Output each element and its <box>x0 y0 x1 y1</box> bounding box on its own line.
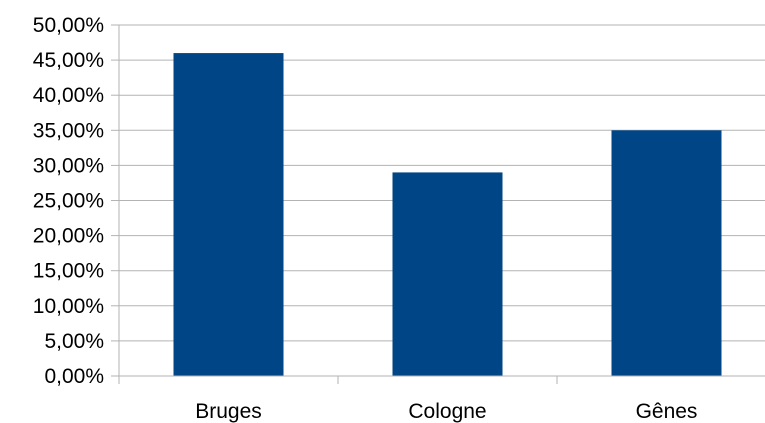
y-axis-tick-labels: 0,00% 5,00% 10,00% 15,00% 20,00% 25,00% 30,00%… <box>33 14 104 388</box>
y-tick-label: 10,00% <box>33 295 104 318</box>
x-category-label: Gênes <box>636 400 698 423</box>
x-category-label: Bruges <box>195 400 262 423</box>
bar-bruges <box>173 53 284 377</box>
y-tick-label: 40,00% <box>33 84 104 107</box>
y-tick-label: 35,00% <box>33 119 104 142</box>
bar-g-nes <box>611 130 722 376</box>
x-category-label: Cologne <box>408 400 486 423</box>
y-tick-label: 15,00% <box>33 260 104 283</box>
x-axis-category-labels: Bruges Cologne Gênes <box>195 400 697 423</box>
bars <box>173 53 722 377</box>
y-tick-label: 30,00% <box>33 154 104 177</box>
y-tick-label: 25,00% <box>33 190 104 213</box>
axes <box>111 24 765 384</box>
y-tick-label: 5,00% <box>44 330 104 353</box>
y-tick-label: 20,00% <box>33 225 104 248</box>
y-tick-label: 50,00% <box>33 14 104 37</box>
bar-cologne <box>392 172 503 376</box>
y-tick-label: 45,00% <box>33 49 104 72</box>
y-tick-label: 0,00% <box>44 365 104 388</box>
